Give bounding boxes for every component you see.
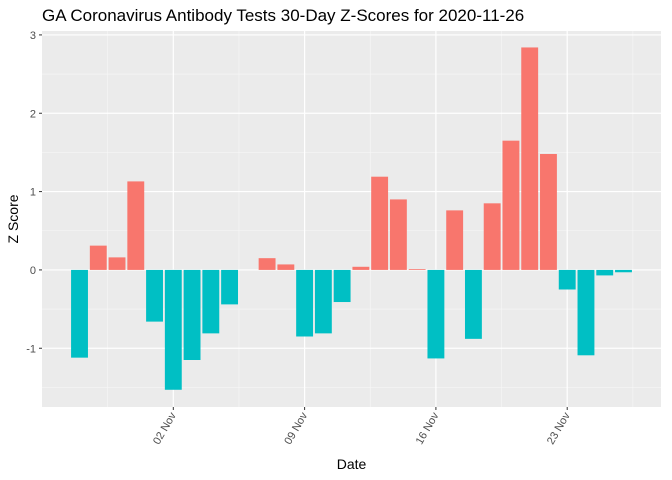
bar-2020-11-17 <box>446 210 464 270</box>
bar-2020-11-16 <box>427 269 445 359</box>
y-tick-label: 2 <box>30 108 36 120</box>
x-tick-label: 16 Nov <box>414 410 442 447</box>
major-gridlines <box>42 31 661 407</box>
bar-2020-11-01 <box>146 269 163 322</box>
y-tick-label: 3 <box>30 30 36 42</box>
bar-2020-11-25 <box>596 269 614 276</box>
bar-2020-10-30 <box>108 257 126 270</box>
y-tick-label: 0 <box>30 265 36 277</box>
bar-2020-11-14 <box>389 199 407 270</box>
bar-2020-11-07 <box>258 258 276 270</box>
y-axis-ticks: -1 0 1 2 3 <box>26 30 42 355</box>
bar-2020-11-02 <box>164 269 182 390</box>
bar-2020-11-23 <box>558 269 576 290</box>
y-tick-label: -1 <box>26 343 36 355</box>
bar-2020-11-22 <box>540 153 557 270</box>
bar-2020-11-13 <box>371 176 389 270</box>
bar-2020-10-31 <box>127 181 145 270</box>
bar-2020-11-12 <box>352 266 370 270</box>
bar-2020-11-26 <box>615 269 632 273</box>
bar-2020-11-08 <box>277 264 295 270</box>
bar-2020-11-15 <box>408 269 426 270</box>
bar-2020-11-03 <box>183 269 201 360</box>
bar-2020-11-19 <box>483 203 501 270</box>
minor-gridlines <box>42 31 661 407</box>
bar-2020-11-18 <box>464 269 482 339</box>
bar-2020-11-21 <box>521 47 539 270</box>
plot-panel <box>42 31 661 407</box>
bar-2020-11-24 <box>577 269 595 356</box>
bar-2020-11-20 <box>502 140 520 270</box>
x-tick-label: 23 Nov <box>545 410 573 447</box>
bar-2020-11-05 <box>221 269 239 305</box>
bar-2020-11-04 <box>202 269 220 334</box>
x-tick-label: 02 Nov <box>151 410 179 447</box>
x-tick-label: 09 Nov <box>282 410 310 447</box>
bar-2020-11-09 <box>296 269 314 337</box>
bar-2020-11-10 <box>314 269 332 334</box>
bar-2020-10-29 <box>89 245 107 270</box>
x-axis-ticks: 02 Nov 09 Nov 16 Nov 23 Nov <box>151 407 573 447</box>
bar-2020-11-11 <box>333 269 351 303</box>
chart-title: GA Coronavirus Antibody Tests 30-Day Z-S… <box>42 6 524 25</box>
bar-2020-10-28 <box>71 269 88 358</box>
bars <box>71 47 632 390</box>
y-tick-label: 1 <box>30 187 36 199</box>
y-axis-title: Z Score <box>5 194 21 243</box>
x-axis-title: Date <box>337 456 367 472</box>
